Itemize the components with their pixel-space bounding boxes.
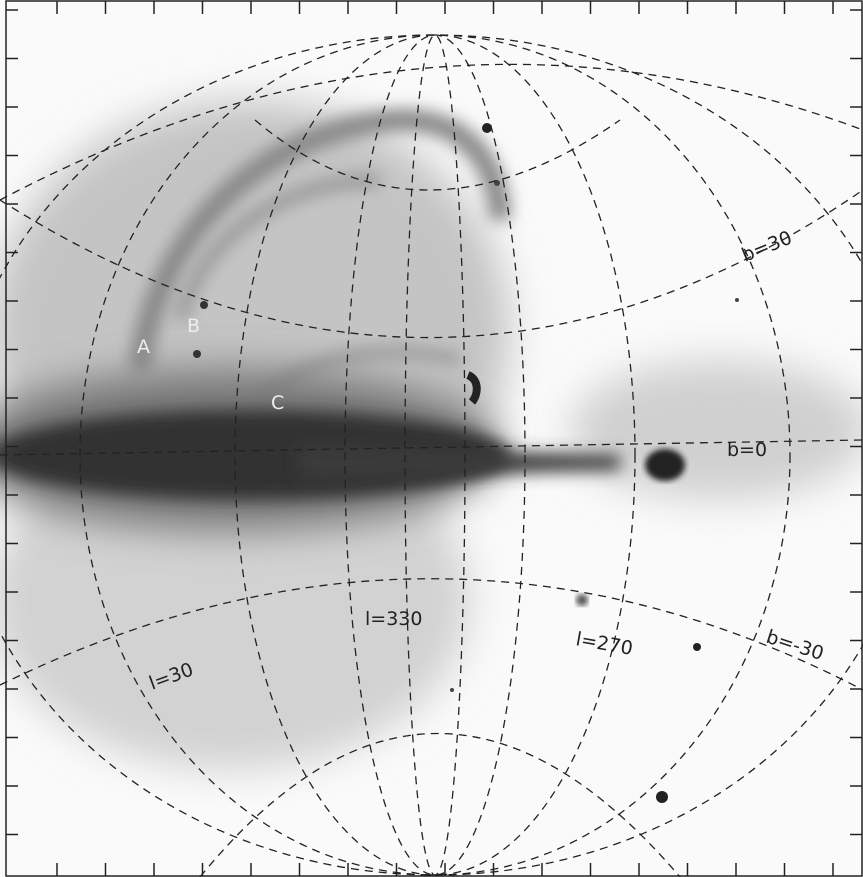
loop-label: C: [271, 392, 284, 414]
loop-label: B: [187, 315, 200, 337]
sky-map: A B C b=30 b=0 b=-30 l=30 l=330 l=270: [0, 0, 863, 877]
loop-label: A: [137, 336, 150, 358]
longitude-label: l=330: [365, 608, 422, 630]
latitude-label: b=0: [727, 439, 767, 461]
